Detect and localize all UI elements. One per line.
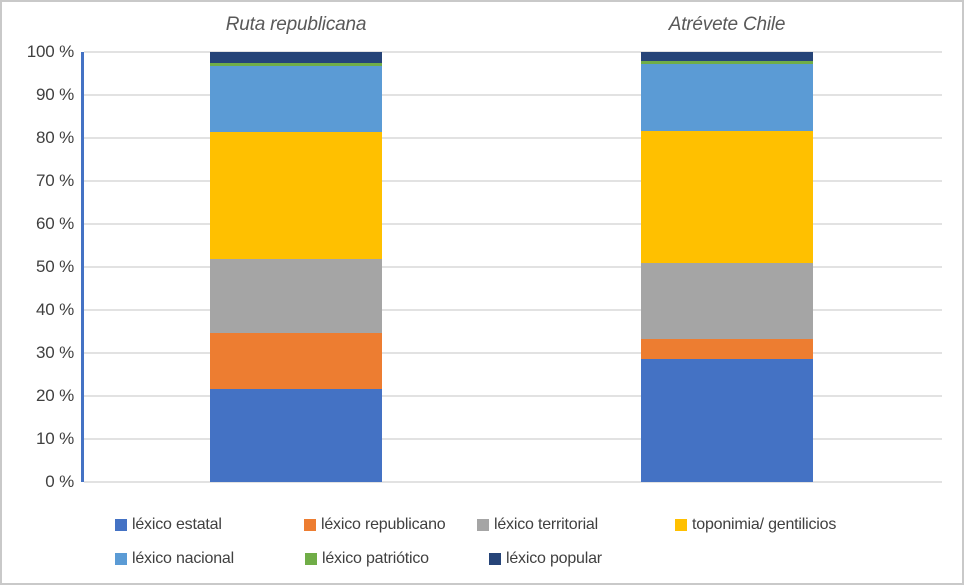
gridline bbox=[84, 223, 942, 225]
y-axis-tick-label: 50 % bbox=[36, 257, 74, 276]
y-axis-tick-label: 0 % bbox=[45, 472, 74, 491]
y-axis-tick-label: 100 % bbox=[26, 42, 74, 61]
legend-swatch-icon bbox=[115, 553, 127, 565]
y-axis-tick-label: 80 % bbox=[36, 128, 74, 147]
legend-swatch-icon bbox=[489, 553, 501, 565]
bar-segment-1-l-xico-patri-tico bbox=[210, 63, 382, 66]
legend-item-toponimia-gentilicios: toponimia/ gentilicios bbox=[675, 516, 836, 534]
bar-segment-2-l-xico-nacional bbox=[641, 64, 813, 131]
bar-segment-2-toponimia-gentilicios bbox=[641, 131, 813, 263]
bar-segment-1-l-xico-estatal bbox=[210, 389, 382, 482]
legend-swatch-icon bbox=[305, 553, 317, 565]
legend-item-l-xico-patri-tico: léxico patriótico bbox=[305, 550, 429, 568]
gridline bbox=[84, 180, 942, 182]
gridline bbox=[84, 309, 942, 311]
legend-label: léxico popular bbox=[506, 550, 602, 567]
y-axis-tick-label: 60 % bbox=[36, 214, 74, 233]
y-axis-tick-label: 20 % bbox=[36, 386, 74, 405]
legend-item-l-xico-nacional: léxico nacional bbox=[115, 550, 234, 568]
legend-swatch-icon bbox=[115, 519, 127, 531]
legend-label: léxico patriótico bbox=[322, 550, 429, 567]
bar-segment-1-l-xico-nacional bbox=[210, 66, 382, 132]
gridline bbox=[84, 352, 942, 354]
gridline bbox=[84, 94, 942, 96]
legend-label: toponimia/ gentilicios bbox=[692, 516, 837, 533]
y-axis-line bbox=[81, 52, 84, 482]
legend-item-l-xico-popular: léxico popular bbox=[489, 550, 602, 568]
bar-column-title: Ruta republicana bbox=[225, 14, 367, 35]
gridline bbox=[84, 481, 942, 483]
bar-segment-1-toponimia-gentilicios bbox=[210, 132, 382, 259]
legend-label: léxico republicano bbox=[321, 516, 446, 533]
legend-label: léxico estatal bbox=[132, 516, 222, 533]
gridline bbox=[84, 266, 942, 268]
bar-column-title: Atrévete Chile bbox=[668, 14, 786, 35]
legend-swatch-icon bbox=[675, 519, 687, 531]
bar-segment-2-l-xico-patri-tico bbox=[641, 61, 813, 64]
gridline bbox=[84, 395, 942, 397]
bar-segment-2-l-xico-popular bbox=[641, 52, 813, 61]
y-axis-tick-label: 30 % bbox=[36, 343, 74, 362]
bar-segment-2-l-xico-republicano bbox=[641, 339, 813, 359]
bar-segment-1-l-xico-republicano bbox=[210, 333, 382, 389]
gridline bbox=[84, 438, 942, 440]
gridline bbox=[84, 137, 942, 139]
gridline bbox=[84, 51, 942, 53]
bar-segment-1-l-xico-popular bbox=[210, 52, 382, 63]
y-axis-tick-label: 70 % bbox=[36, 171, 74, 190]
legend-label: léxico nacional bbox=[132, 550, 234, 567]
bar-segment-1-l-xico-territorial bbox=[210, 259, 382, 333]
bar-segment-2-l-xico-territorial bbox=[641, 263, 813, 339]
bar-segment-2-l-xico-estatal bbox=[641, 359, 813, 482]
legend-item-l-xico-territorial: léxico territorial bbox=[477, 516, 598, 534]
legend-item-l-xico-estatal: léxico estatal bbox=[115, 516, 222, 534]
legend-swatch-icon bbox=[477, 519, 489, 531]
legend-label: léxico territorial bbox=[494, 516, 598, 533]
y-axis-tick-label: 90 % bbox=[36, 85, 74, 104]
legend-item-l-xico-republicano: léxico republicano bbox=[304, 516, 446, 534]
y-axis-tick-label: 10 % bbox=[36, 429, 74, 448]
legend-swatch-icon bbox=[304, 519, 316, 531]
y-axis-tick-label: 40 % bbox=[36, 300, 74, 319]
